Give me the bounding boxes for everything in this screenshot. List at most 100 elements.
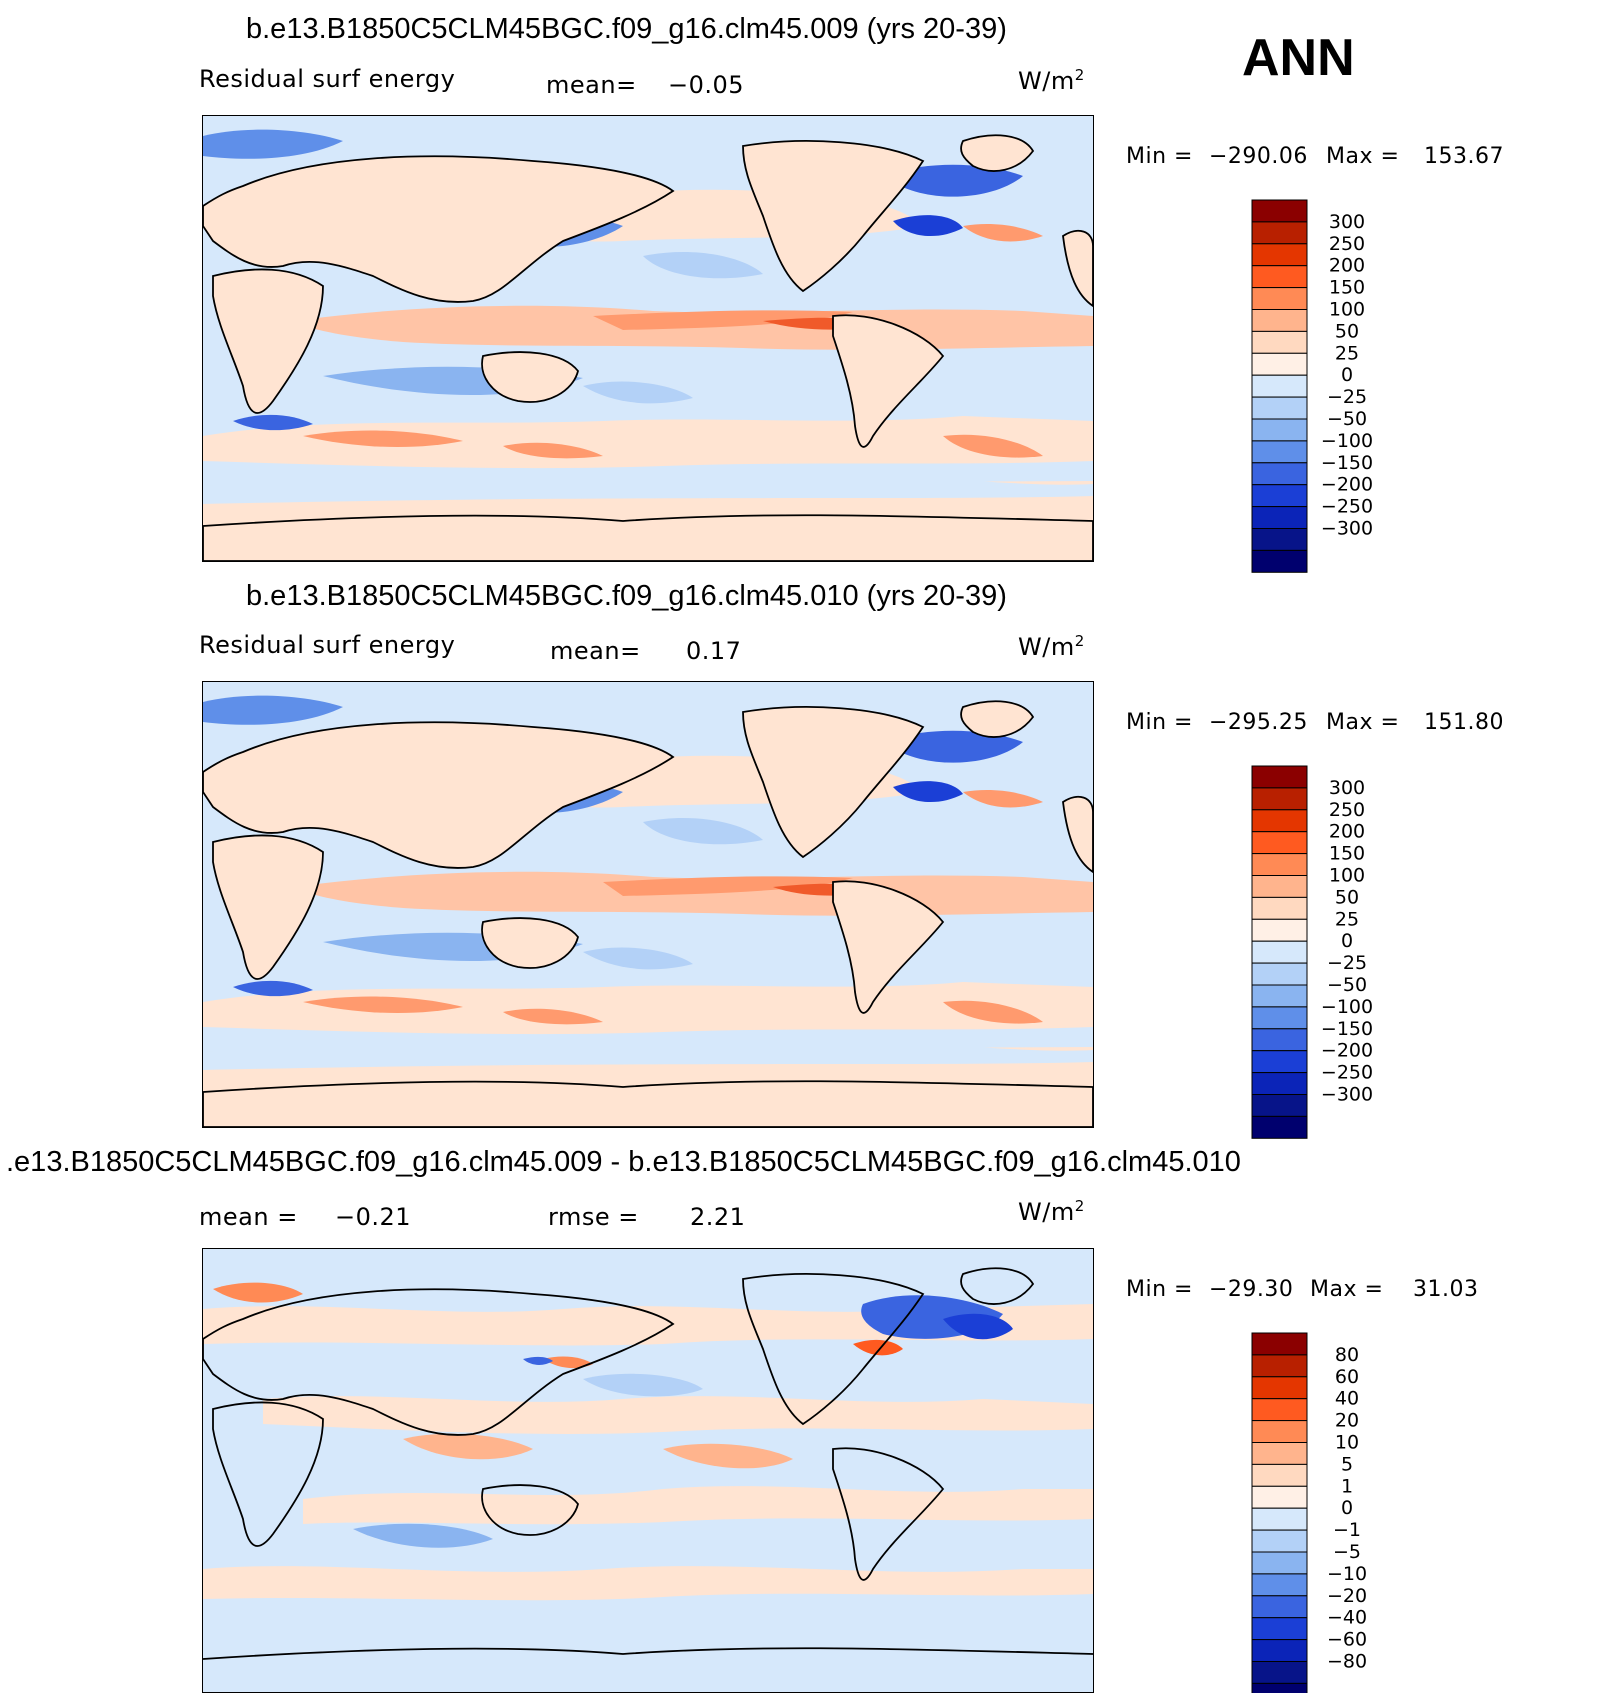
colorbar-level-label: 0	[1341, 930, 1353, 952]
colorbar-level-label: −10	[1327, 1563, 1367, 1585]
panel-3-map	[202, 1248, 1094, 1693]
panel-3-mean-value: −0.21	[335, 1203, 412, 1231]
colorbar-level-label: 80	[1335, 1344, 1359, 1366]
panel-2-units: W/m2	[1018, 632, 1085, 661]
colorbar-level-label: 60	[1335, 1366, 1359, 1388]
panel-3-units: W/m2	[1018, 1197, 1085, 1226]
colorbar-level-label: 200	[1329, 255, 1365, 277]
colorbar-level-label: 300	[1329, 211, 1365, 233]
panel-2-mean-value: 0.17	[686, 637, 742, 665]
colorbar-swatch	[1251, 1115, 1308, 1139]
colorbar-swatch	[1251, 831, 1308, 855]
colorbar-swatch	[1251, 243, 1308, 267]
colorbar-level-label: −300	[1321, 1084, 1373, 1106]
colorbar-level-label: 150	[1329, 843, 1365, 865]
colorbar-level-label: −80	[1327, 1651, 1367, 1673]
colorbar-swatch	[1251, 918, 1308, 942]
colorbar-swatch	[1251, 984, 1308, 1008]
colorbar-swatch	[1251, 374, 1308, 398]
colorbar-swatch	[1251, 765, 1308, 789]
colorbar-swatch	[1251, 1617, 1308, 1641]
panel-3-max-label: Max =	[1310, 1277, 1384, 1302]
colorbar-level-label: −100	[1321, 430, 1373, 452]
colorbar-swatch	[1251, 1398, 1308, 1422]
colorbar-level-label: 40	[1335, 1388, 1359, 1410]
colorbar-swatch	[1251, 853, 1308, 876]
panel-2-variable: Residual surf energy	[199, 631, 456, 659]
colorbar-level-label: 250	[1329, 799, 1365, 821]
panel-1-map	[202, 115, 1094, 562]
colorbar-level-label: 0	[1341, 1497, 1353, 1519]
colorbar-swatch	[1251, 1420, 1308, 1443]
panel-3-rmse-label: rmse =	[548, 1203, 639, 1231]
panel-1-max-value: 153.67	[1424, 144, 1504, 169]
colorbar-level-label: 25	[1335, 342, 1359, 364]
panel-3-min-label: Min =	[1126, 1277, 1193, 1302]
colorbar-swatch	[1251, 1354, 1308, 1378]
colorbar-level-label: 1	[1341, 1475, 1353, 1497]
colorbar-swatch	[1251, 1682, 1308, 1693]
season-label: ANN	[1242, 29, 1355, 87]
panel-1-map-field	[203, 116, 1093, 561]
panel-2-colorbar-swatches: 30025020015010050250−25−50−100−150−200−2…	[1251, 765, 1373, 1139]
panel-1-title: b.e13.B1850C5CLM45BGC.f09_g16.clm45.009 …	[246, 13, 1007, 45]
colorbar-swatch	[1251, 1529, 1308, 1553]
colorbar-swatch	[1251, 809, 1308, 833]
panel-1-mean-label: mean=	[546, 71, 637, 99]
colorbar-swatch	[1251, 1661, 1308, 1684]
colorbar-swatch	[1251, 506, 1308, 530]
colorbar-level-label: 100	[1329, 865, 1365, 887]
colorbar-swatch	[1251, 875, 1308, 898]
colorbar-swatch	[1251, 352, 1308, 376]
panel-2-title: b.e13.B1850C5CLM45BGC.f09_g16.clm45.010 …	[246, 580, 1007, 612]
colorbar-swatch	[1251, 1332, 1308, 1356]
colorbar-swatch	[1251, 896, 1308, 920]
colorbar-level-label: −60	[1327, 1629, 1367, 1651]
colorbar-swatch	[1251, 199, 1308, 223]
colorbar-level-label: −250	[1321, 496, 1373, 518]
colorbar-swatch	[1251, 309, 1308, 332]
panel-1-variable: Residual surf energy	[199, 65, 456, 93]
colorbar-level-label: 150	[1329, 277, 1365, 299]
panel-1-max-label: Max =	[1326, 144, 1400, 169]
colorbar-swatch	[1251, 265, 1308, 289]
colorbar-swatch	[1251, 962, 1308, 986]
colorbar-swatch	[1251, 528, 1308, 551]
colorbar-swatch	[1251, 549, 1308, 573]
panel-2-mean-label: mean=	[550, 637, 641, 665]
colorbar-swatch	[1251, 1463, 1308, 1487]
colorbar-swatch	[1251, 221, 1308, 245]
panel-3-title: .e13.B1850C5CLM45BGC.f09_g16.clm45.009 -…	[6, 1146, 1241, 1178]
colorbar-swatch	[1251, 1072, 1308, 1096]
panel-2-max-value: 151.80	[1424, 710, 1504, 735]
panel-3-mean-label: mean =	[199, 1203, 298, 1231]
panel-2-map-field	[203, 682, 1093, 1127]
colorbar-level-label: −25	[1327, 386, 1367, 408]
colorbar-level-label: −200	[1321, 474, 1373, 496]
colorbar-swatch	[1251, 1442, 1308, 1465]
panel-1-units: W/m2	[1018, 66, 1085, 95]
colorbar-level-label: 0	[1341, 364, 1353, 386]
panel-2-min-value: −295.25	[1209, 710, 1308, 735]
colorbar-swatch	[1251, 1595, 1308, 1619]
colorbar-level-label: 5	[1341, 1453, 1353, 1475]
panel-3-rmse-value: 2.21	[690, 1203, 746, 1231]
panel-2-colorbar: 300 250 200 150 100 50 25 0 −25 −50 −100 −150 −200 −2…	[1251, 765, 1392, 1139]
colorbar-swatch	[1251, 462, 1308, 486]
colorbar-level-label: 10	[1335, 1432, 1359, 1454]
colorbar-swatch	[1251, 1028, 1308, 1052]
colorbar-swatch	[1251, 1094, 1308, 1117]
colorbar-level-label: −250	[1321, 1062, 1373, 1084]
colorbar-swatch	[1251, 287, 1308, 310]
panel-1-min-label: Min =	[1126, 144, 1193, 169]
panel-3-min-value: −29.30	[1209, 1277, 1294, 1302]
colorbar-swatch	[1251, 1551, 1308, 1575]
colorbar-level-label: −150	[1321, 452, 1373, 474]
colorbar-level-label: −5	[1333, 1541, 1361, 1563]
colorbar-swatch	[1251, 1507, 1308, 1531]
colorbar-swatch	[1251, 940, 1308, 964]
colorbar-level-label: −20	[1327, 1585, 1367, 1607]
colorbar-level-label: 50	[1335, 886, 1359, 908]
colorbar-level-label: −150	[1321, 1018, 1373, 1040]
colorbar-level-label: −50	[1327, 408, 1367, 430]
